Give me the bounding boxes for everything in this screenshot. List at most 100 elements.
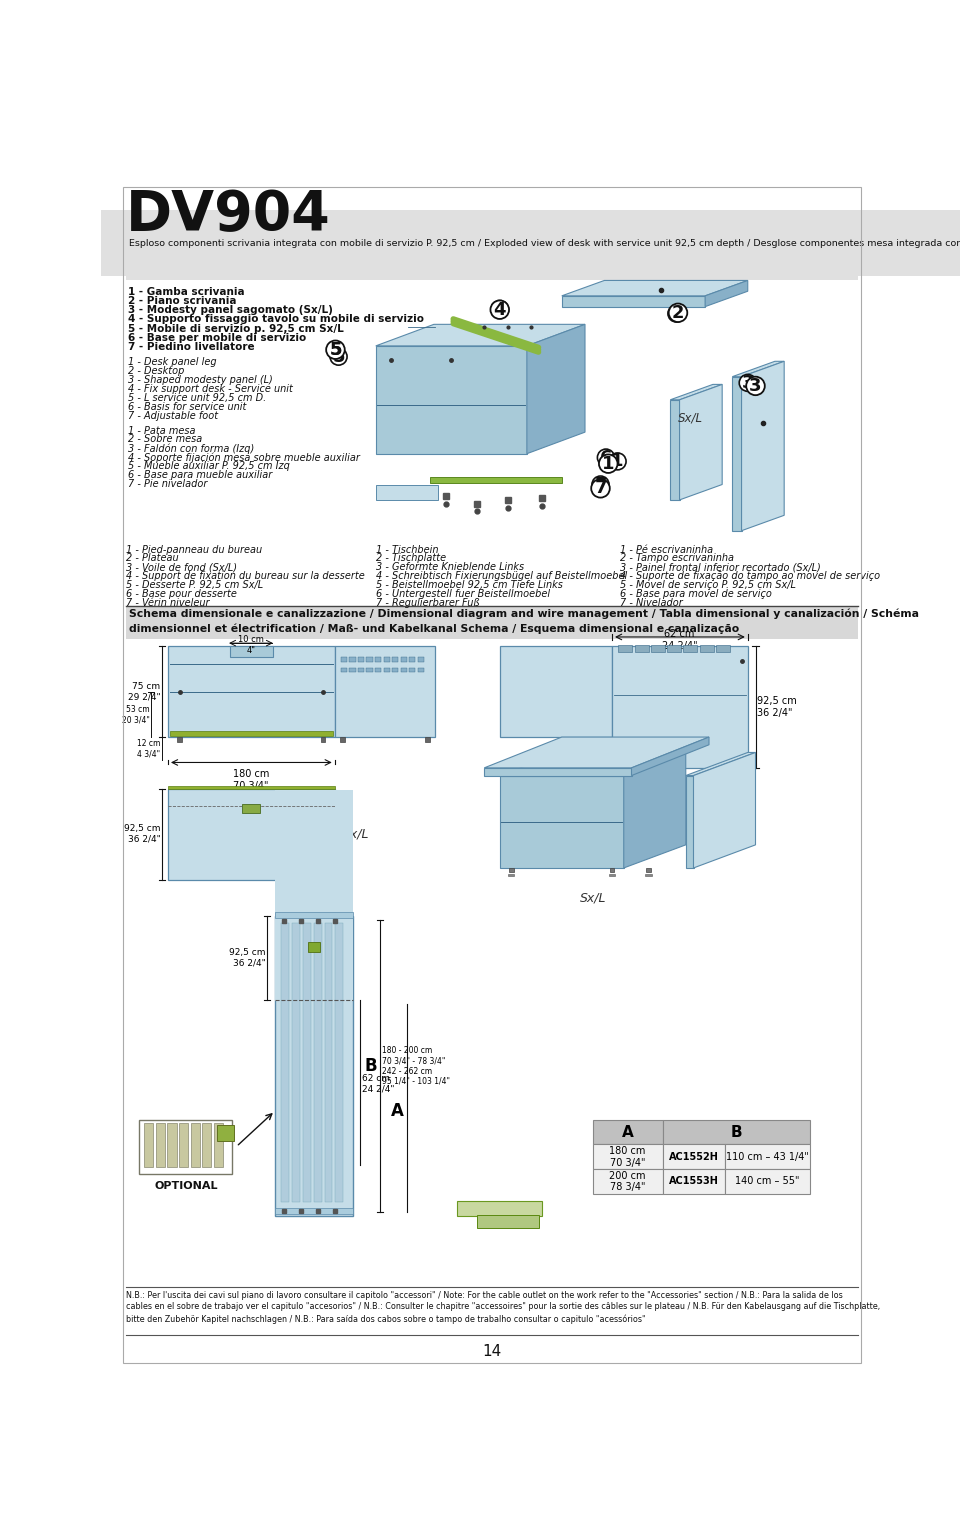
Polygon shape (624, 752, 685, 867)
Text: 3 - Voile de fond (Sx/L): 3 - Voile de fond (Sx/L) (126, 562, 237, 573)
Bar (425, 737, 430, 741)
Text: 1 - Desk panel leg: 1 - Desk panel leg (128, 358, 216, 367)
Text: 3: 3 (749, 378, 761, 394)
Bar (667, 645, 681, 652)
Text: 6 - Untergestell fuer Beistellmoebel: 6 - Untergestell fuer Beistellmoebel (375, 589, 550, 599)
Circle shape (668, 305, 685, 322)
Text: 7 - Nivelador: 7 - Nivelador (620, 597, 683, 608)
Text: 4 - Fix support desk - Service unit: 4 - Fix support desk - Service unit (128, 384, 293, 394)
Bar (383, 668, 390, 672)
Bar (178, 737, 182, 741)
Text: 5: 5 (329, 341, 342, 359)
Text: 7 - Vérin niveleur: 7 - Vérin niveleur (126, 597, 209, 608)
Text: 7 - Pie nivelador: 7 - Pie nivelador (128, 479, 207, 488)
Bar (324, 924, 332, 1202)
Text: Sx/L: Sx/L (580, 890, 606, 904)
Polygon shape (685, 752, 756, 775)
Bar (168, 786, 335, 789)
Bar (367, 657, 372, 662)
Text: 3: 3 (741, 375, 754, 391)
Bar (126, 236, 858, 281)
Circle shape (597, 450, 614, 467)
Bar (341, 668, 348, 672)
Bar (349, 668, 355, 672)
Bar (418, 657, 423, 662)
Bar (645, 873, 652, 875)
Bar (281, 924, 289, 1202)
Circle shape (592, 476, 609, 493)
Polygon shape (375, 345, 527, 454)
Bar (725, 1145, 809, 1170)
Polygon shape (484, 768, 632, 775)
Bar (662, 1170, 725, 1194)
Text: 5 - Mobile di servizio p. 92,5 cm Sx/L: 5 - Mobile di servizio p. 92,5 cm Sx/L (128, 324, 344, 333)
Text: 2: 2 (670, 304, 683, 322)
Bar (610, 867, 614, 872)
Bar (383, 657, 390, 662)
Bar (592, 1170, 662, 1194)
Bar (321, 737, 325, 741)
Text: 2 - Piano scrivania: 2 - Piano scrivania (128, 296, 236, 305)
Text: 3 - Geformte Knieblende Links: 3 - Geformte Knieblende Links (375, 562, 524, 573)
Text: 92,5 cm
36 2/4": 92,5 cm 36 2/4" (124, 824, 160, 844)
Polygon shape (670, 384, 722, 399)
Text: 5 - L service unit 92,5 cm D.: 5 - L service unit 92,5 cm D. (128, 393, 266, 402)
Bar (190, 1122, 200, 1168)
Text: 180 - 200 cm
70 3/4" - 78 3/4"
242 - 262 cm
95 1/4" - 103 1/4": 180 - 200 cm 70 3/4" - 78 3/4" 242 - 262… (382, 1045, 450, 1085)
Text: Sx/L: Sx/L (343, 827, 369, 841)
Bar (307, 942, 320, 952)
Polygon shape (500, 775, 624, 867)
Bar (335, 646, 436, 737)
Polygon shape (706, 281, 748, 307)
Text: 12 cm
4 3/4": 12 cm 4 3/4" (137, 738, 160, 758)
Bar (314, 924, 322, 1202)
Text: N.B.: Per l'uscita dei cavi sul piano di lavoro consultare il capitolo "accessor: N.B.: Per l'uscita dei cavi sul piano di… (126, 1291, 880, 1325)
Bar (684, 645, 697, 652)
Bar (341, 657, 348, 662)
Bar (214, 1122, 223, 1168)
Text: 6: 6 (600, 448, 612, 467)
Text: 7 - Regulierbarer Fuß: 7 - Regulierbarer Fuß (375, 597, 479, 608)
Text: 6 - Base pour desserte: 6 - Base pour desserte (126, 589, 237, 599)
Bar (275, 916, 352, 1216)
Bar (230, 646, 273, 657)
Circle shape (492, 301, 508, 318)
Bar (375, 668, 381, 672)
Text: 4 - Support de fixation du bureau sur la desserte: 4 - Support de fixation du bureau sur la… (126, 571, 365, 582)
Text: 180 cm
70 3/4": 180 cm 70 3/4" (232, 769, 269, 791)
Text: 10 cm
4": 10 cm 4" (238, 635, 264, 655)
Text: AC1552H: AC1552H (668, 1151, 718, 1162)
Polygon shape (430, 477, 562, 484)
Bar (592, 1145, 662, 1170)
Circle shape (746, 376, 765, 394)
Text: OPTIONAL: OPTIONAL (155, 1182, 218, 1191)
Circle shape (491, 301, 509, 319)
Text: AC1553H: AC1553H (668, 1176, 718, 1187)
Polygon shape (680, 384, 722, 500)
Bar (335, 924, 344, 1202)
Bar (167, 1122, 177, 1168)
Text: 5 - Desserte P. 92,5 cm Sx/L: 5 - Desserte P. 92,5 cm Sx/L (126, 580, 263, 589)
Polygon shape (375, 485, 438, 500)
Bar (358, 668, 364, 672)
Polygon shape (457, 1200, 542, 1216)
Text: 2: 2 (672, 304, 684, 322)
Polygon shape (685, 775, 693, 867)
Text: 7: 7 (594, 476, 607, 493)
Bar (139, 1119, 232, 1174)
Text: B: B (731, 1125, 742, 1139)
Bar (509, 867, 514, 872)
Text: 5 - Mueble auxiliar P. 92,5 cm Izq: 5 - Mueble auxiliar P. 92,5 cm Izq (128, 460, 290, 471)
Bar (400, 668, 407, 672)
Text: 1 - Pé escrivaninha: 1 - Pé escrivaninha (620, 545, 713, 554)
Bar (349, 657, 355, 662)
Text: 1: 1 (602, 454, 614, 473)
Text: Esploso componenti scrivania integrata con mobile di servizio P. 92,5 cm / Explo: Esploso componenti scrivania integrata c… (130, 238, 960, 247)
Bar (418, 668, 423, 672)
Polygon shape (562, 281, 748, 296)
Bar (156, 1122, 165, 1168)
Text: 62 cm
24 2/4": 62 cm 24 2/4" (362, 1074, 395, 1093)
Bar (375, 657, 381, 662)
Text: 6 - Base para mueble auxiliar: 6 - Base para mueble auxiliar (128, 470, 272, 480)
Text: 14: 14 (482, 1345, 502, 1358)
